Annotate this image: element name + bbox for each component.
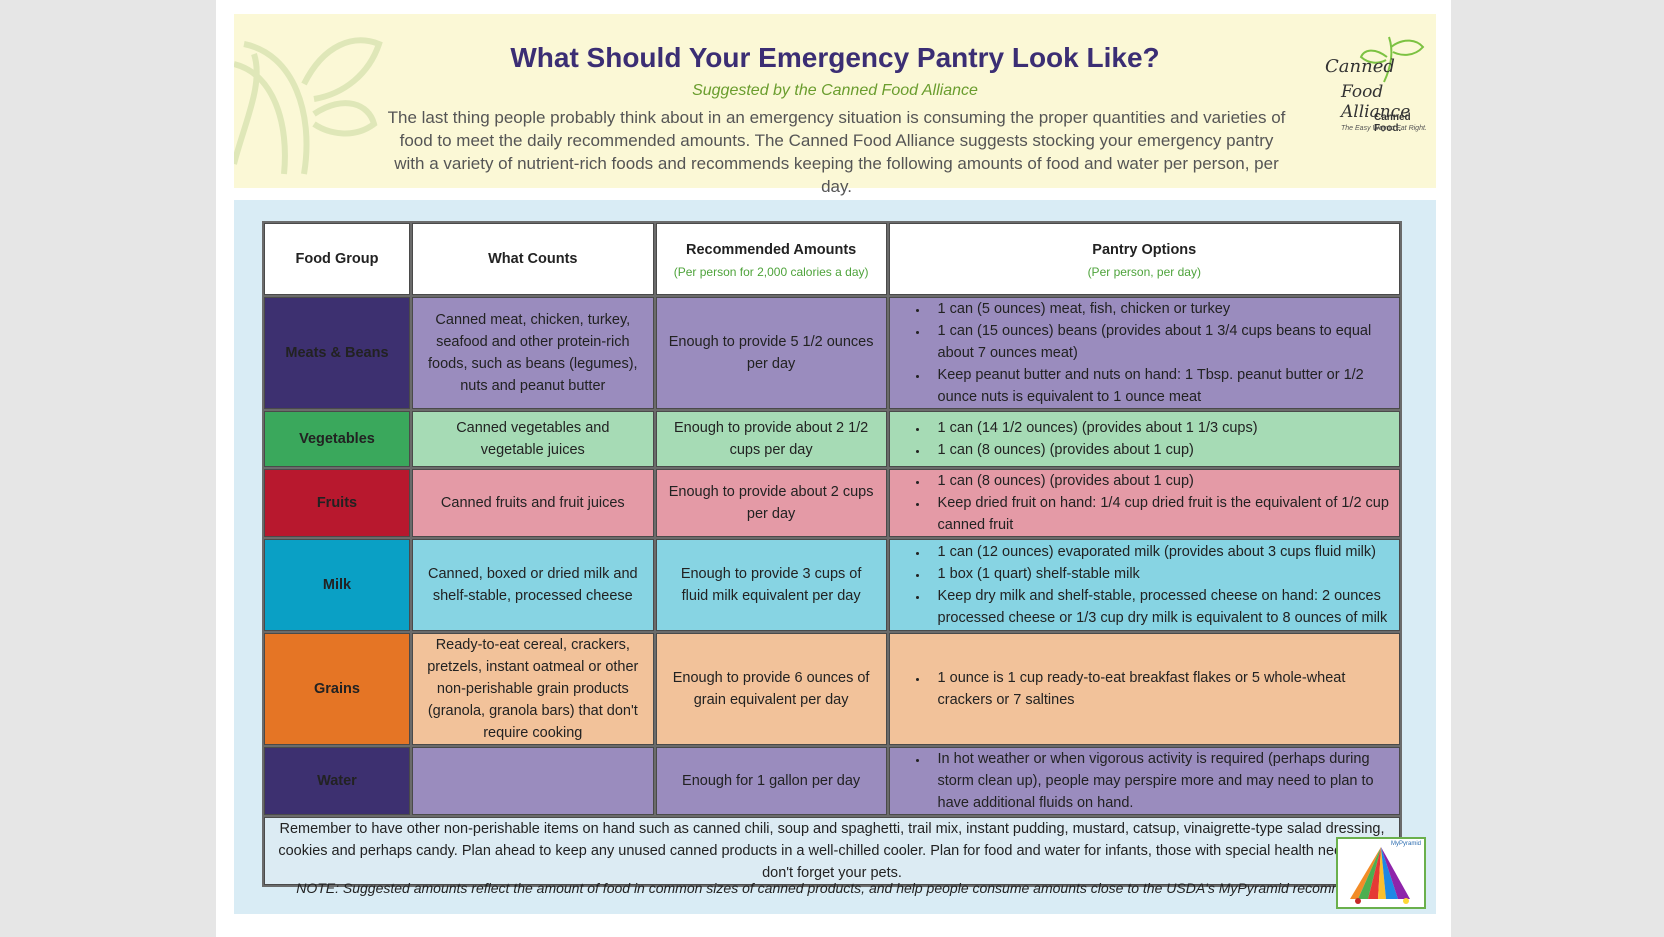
food-group-cell: Vegetables [264, 411, 410, 467]
option-item: In hot weather or when vigorous activity… [928, 748, 1389, 814]
options-cell: 1 can (12 ounces) evaporated milk (provi… [888, 539, 1400, 631]
pyramid-icon [1350, 847, 1410, 904]
table-row-fruits: Fruits Canned fruits and fruit juices En… [264, 469, 1400, 537]
food-group-cell: Milk [264, 539, 410, 631]
what-counts-cell: Canned meat, chicken, turkey, seafood an… [411, 297, 654, 409]
food-group-cell: Water [264, 747, 410, 815]
mypyramid-image: MyPyramid [1336, 837, 1426, 909]
pantry-table: Food Group What Counts Recommended Amoun… [262, 221, 1402, 887]
options-list: 1 can (12 ounces) evaporated milk (provi… [900, 541, 1389, 629]
usda-note: NOTE: Suggested amounts reflect the amou… [296, 880, 1408, 896]
canned-food-alliance-logo: Canned Food Alliance Canned Food. The Ea… [1319, 32, 1429, 142]
table-row-water: Water Enough for 1 gallon per day In hot… [264, 747, 1400, 815]
option-item: Keep dry milk and shelf-stable, processe… [928, 585, 1389, 629]
food-group-cell: Fruits [264, 469, 410, 537]
header-pantry-label: Pantry Options [1092, 242, 1197, 258]
options-list: 1 ounce is 1 cup ready-to-eat breakfast … [900, 667, 1389, 711]
header-pantry-sub: (Per person, per day) [1087, 265, 1201, 279]
footer-note: Remember to have other non-perishable it… [264, 817, 1400, 885]
options-cell: 1 can (14 1/2 ounces) (provides about 1 … [888, 411, 1400, 467]
table-row-vegetables: Vegetables Canned vegetables and vegetab… [264, 411, 1400, 467]
logo-tagline: The Easy Way to Eat Right. [1341, 125, 1427, 132]
logo-line-3: Canned Food. [1374, 112, 1411, 134]
option-item: 1 can (8 ounces) (provides about 1 cup) [928, 439, 1389, 461]
option-item: 1 can (15 ounces) beans (provides about … [928, 320, 1389, 364]
page-title: What Should Your Emergency Pantry Look L… [510, 42, 1160, 73]
table-row-milk: Milk Canned, boxed or dried milk and she… [264, 539, 1400, 631]
options-list: 1 can (5 ounces) meat, fish, chicken or … [900, 298, 1389, 408]
amount-cell: Enough to provide 5 1/2 ounces per day [655, 297, 887, 409]
header-recommended-label: Recommended Amounts [685, 242, 857, 258]
options-list: In hot weather or when vigorous activity… [900, 748, 1389, 814]
header-what-counts: What Counts [411, 223, 654, 295]
leaf-decoration-icon [234, 37, 383, 175]
options-cell: In hot weather or when vigorous activity… [888, 747, 1400, 815]
table-header-row: Food Group What Counts Recommended Amoun… [264, 223, 1400, 295]
header-banner: What Should Your Emergency Pantry Look L… [234, 14, 1436, 196]
amount-cell: Enough to provide 3 cups of fluid milk e… [655, 539, 887, 631]
options-cell: 1 ounce is 1 cup ready-to-eat breakfast … [888, 633, 1400, 745]
option-item: Keep dried fruit on hand: 1/4 cup dried … [928, 492, 1389, 536]
amount-cell: Enough to provide 6 ounces of grain equi… [655, 633, 887, 745]
option-item: 1 box (1 quart) shelf-stable milk [928, 563, 1389, 585]
amount-cell: Enough to provide about 2 cups per day [655, 469, 887, 537]
what-counts-cell: Canned fruits and fruit juices [411, 469, 654, 537]
what-counts-cell: Canned vegetables and vegetable juices [411, 411, 654, 467]
what-counts-cell: Canned, boxed or dried milk and shelf-st… [411, 539, 654, 631]
amount-cell: Enough to provide about 2 1/2 cups per d… [655, 411, 887, 467]
logo-line-1: Canned [1325, 56, 1395, 77]
option-item: 1 can (8 ounces) (provides about 1 cup) [928, 470, 1389, 492]
options-cell: 1 can (5 ounces) meat, fish, chicken or … [888, 297, 1400, 409]
header-recommended-sub: (Per person for 2,000 calories a day) [673, 265, 869, 279]
table-row-grains: Grains Ready-to-eat cereal, crackers, pr… [264, 633, 1400, 745]
intro-paragraph: The last thing people probably think abo… [387, 108, 1286, 196]
option-item: 1 ounce is 1 cup ready-to-eat breakfast … [928, 667, 1389, 711]
food-group-cell: Meats & Beans [264, 297, 410, 409]
option-item: 1 can (5 ounces) meat, fish, chicken or … [928, 298, 1389, 320]
option-item: 1 can (12 ounces) evaporated milk (provi… [928, 541, 1389, 563]
option-item: Keep peanut butter and nuts on hand: 1 T… [928, 364, 1389, 408]
amount-cell: Enough for 1 gallon per day [655, 747, 887, 815]
options-list: 1 can (14 1/2 ounces) (provides about 1 … [900, 417, 1389, 461]
table-row-meats-beans: Meats & Beans Canned meat, chicken, turk… [264, 297, 1400, 409]
options-list: 1 can (8 ounces) (provides about 1 cup) … [900, 470, 1389, 536]
logo-leaf-icon [1359, 36, 1425, 83]
header-food-group: Food Group [264, 223, 410, 295]
page-subtitle: Suggested by the Canned Food Alliance [692, 82, 978, 99]
table-footer-row: Remember to have other non-perishable it… [264, 817, 1400, 885]
option-item: 1 can (14 1/2 ounces) (provides about 1 … [928, 417, 1389, 439]
mypyramid-label: MyPyramid [1390, 841, 1421, 847]
what-counts-cell [411, 747, 654, 815]
header-recommended: Recommended Amounts (Per person for 2,00… [655, 223, 887, 295]
what-counts-cell: Ready-to-eat cereal, crackers, pretzels,… [411, 633, 654, 745]
logo-line-2: Food Alliance [1341, 82, 1411, 122]
food-group-cell: Grains [264, 633, 410, 745]
options-cell: 1 can (8 ounces) (provides about 1 cup) … [888, 469, 1400, 537]
header-pantry-options: Pantry Options (Per person, per day) [888, 223, 1400, 295]
